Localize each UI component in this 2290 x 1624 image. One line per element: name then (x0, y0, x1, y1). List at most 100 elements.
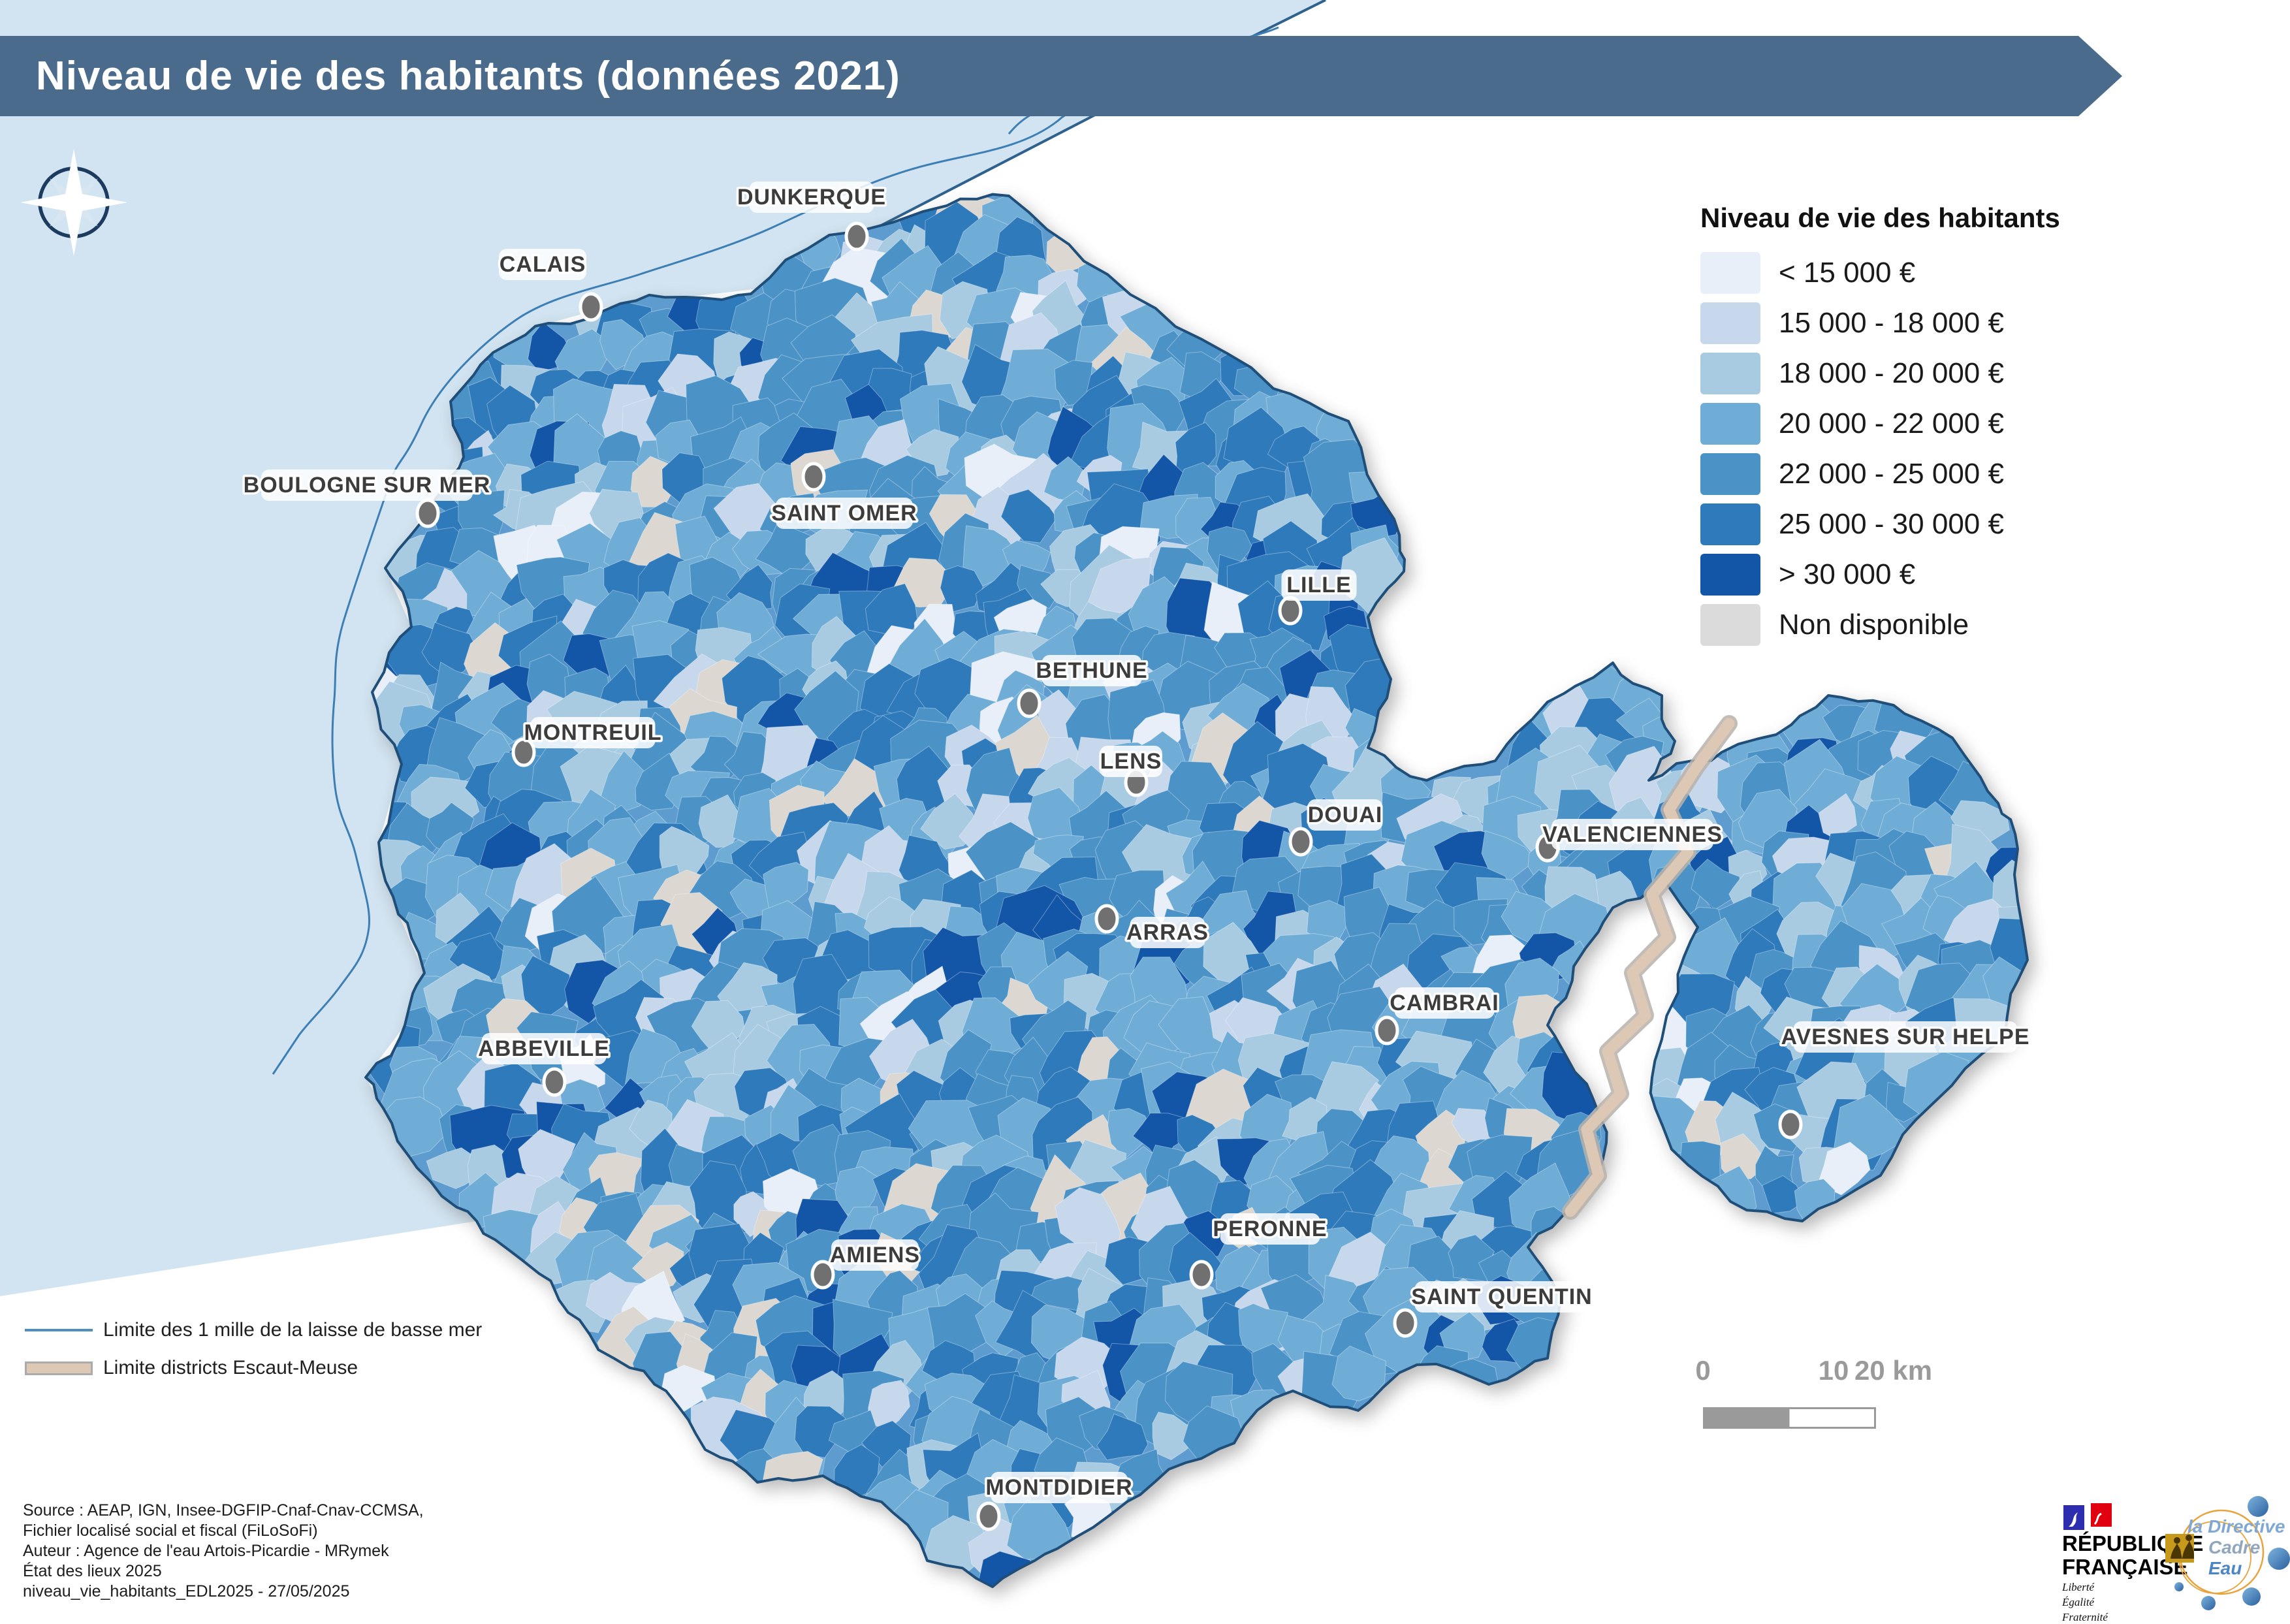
city-label: LENS (1100, 749, 1162, 774)
city-label: DOUAI (1308, 803, 1383, 827)
map-legend: Niveau de vie des habitants < 15 000 € 15… (1700, 202, 2197, 654)
city-label-halo (481, 1033, 607, 1064)
legend-class-row: 22 000 - 25 000 € (1700, 453, 2197, 495)
legend-class-row: 15 000 - 18 000 € (1700, 302, 2197, 344)
city-marker (1778, 1109, 1803, 1139)
legend-item-district-limit: Limite districts Escaut-Meuse (25, 1349, 547, 1387)
city-label-halo (499, 249, 586, 280)
city-montdidier: MONTDIDIER (976, 1472, 1134, 1531)
city-dunkerque: DUNKERQUE (735, 182, 888, 251)
scale-bar-graphic (1703, 1407, 1876, 1429)
city-label: AMIENS (830, 1243, 920, 1267)
legend-class-row: < 15 000 € (1700, 252, 2197, 294)
legend-class-label: 20 000 - 22 000 € (1779, 407, 2004, 439)
city-label: CAMBRAI (1390, 991, 1499, 1015)
city-marker (1189, 1260, 1214, 1290)
city-montreuil: MONTREUIL (511, 717, 663, 767)
city-label: AVESNES SUR HELPE (1781, 1025, 2029, 1049)
city-marker (844, 221, 869, 251)
legend-class-label: Non disponible (1779, 609, 1969, 641)
scale-label-10: 10 (1818, 1355, 1849, 1386)
city-marker (511, 737, 536, 767)
choropleth-communes (366, 194, 2028, 1587)
legend-class-swatch (1700, 604, 1760, 646)
legend-class-swatch (1700, 503, 1760, 545)
city-arras: ARRAS (1094, 904, 1210, 948)
rf-motto-egalite: Égalité (2062, 1596, 2095, 1608)
city-marker (579, 292, 603, 322)
city-bethune: BETHUNE (1017, 655, 1149, 718)
city-saint-omer: SAINT OMER (769, 462, 919, 529)
legend-class-swatch (1700, 453, 1760, 495)
city-label-halo (1220, 1213, 1320, 1245)
legend-class-swatch (1700, 353, 1760, 394)
city-label: ARRAS (1126, 920, 1209, 945)
legend-class-swatch (1700, 302, 1760, 344)
city-label: VALENCIENNES (1542, 822, 1723, 847)
scale-bar: 0 10 20 km (1678, 1355, 1952, 1433)
city-label: LILLE (1286, 573, 1351, 597)
legend-title: Niveau de vie des habitants (1700, 202, 2060, 233)
city-marker (1017, 688, 1042, 718)
legend-class-row: Non disponible (1700, 604, 2197, 646)
legend-class-swatch (1700, 252, 1760, 294)
legend-item-label: Limite districts Escaut-Meuse (103, 1357, 358, 1378)
city-peronne: PERONNE (1189, 1213, 1329, 1290)
source-line: Fichier localisé social et fiscal (FiLoS… (23, 1521, 318, 1540)
legend-class-row: 18 000 - 20 000 € (1700, 353, 2197, 394)
city-label: MONTDIDIER (985, 1475, 1132, 1500)
sea-area (0, 0, 1326, 1296)
legend-item-low-water-limit: Limite des 1 mille de la laisse de basse… (25, 1311, 547, 1349)
city-lens: LENS (1098, 746, 1164, 797)
directive-cadre-eau-logo: la Directive Cadre Eau (2165, 1496, 2290, 1610)
city-marker (1278, 596, 1303, 626)
city-abbeville: ABBEVILLE (476, 1033, 611, 1097)
source-line: Source : AEAP, IGN, Insee-DGFIP-Cnaf-Cna… (23, 1501, 424, 1520)
legend-class-row: 25 000 - 30 000 € (1700, 503, 2197, 545)
city-label-halo (749, 182, 874, 213)
city-label-halo (1281, 569, 1357, 601)
city-label-halo (261, 470, 473, 501)
city-douai: DOUAI (1288, 799, 1384, 857)
coastline-outline (364, 193, 2029, 1588)
city-label: BOULOGNE SUR MER (244, 473, 491, 498)
city-layer: DUNKERQUE CALAIS BOULOGNE SUR MER SAINT OME… (241, 182, 2031, 1531)
source-line: niveau_vie_habitants_EDL2025 - 27/05/202… (23, 1582, 350, 1600)
legend-class-label: < 15 000 € (1779, 257, 1916, 289)
rf-motto-liberte: Liberté (2062, 1581, 2095, 1593)
dce-logo-line2: Cadre (2208, 1537, 2260, 1557)
page-title: Niveau de vie des habitants (données 202… (36, 54, 900, 99)
city-label-halo (1551, 819, 1713, 850)
city-marker (1393, 1308, 1418, 1338)
city-marker (1288, 827, 1313, 857)
title-banner: Niveau de vie des habitants (données 202… (0, 36, 2122, 116)
city-label: MONTREUIL (524, 720, 661, 745)
city-label: DUNKERQUE (737, 185, 886, 210)
city-label: CALAIS (500, 252, 586, 277)
legend-class-row: 20 000 - 22 000 € (1700, 403, 2197, 445)
city-label: PERONNE (1213, 1217, 1327, 1241)
city-saint-quentin: SAINT QUENTIN (1393, 1281, 1594, 1338)
city-lille: LILLE (1278, 569, 1357, 626)
city-amiens: AMIENS (810, 1239, 922, 1290)
legend-item-label: Limite des 1 mille de la laisse de basse… (103, 1319, 483, 1341)
legend-class-label: 22 000 - 25 000 € (1779, 458, 2004, 490)
city-marker (542, 1067, 567, 1097)
city-marker (415, 498, 440, 528)
city-label-halo (1307, 799, 1383, 831)
line-legend: Limite des 1 mille de la laisse de basse… (25, 1311, 547, 1387)
city-label: SAINT QUENTIN (1411, 1284, 1592, 1309)
source-line: État des lieux 2025 (23, 1562, 162, 1580)
city-label-halo (1042, 655, 1142, 686)
source-line: Auteur : Agence de l'eau Artois-Picardie… (23, 1542, 389, 1560)
escaut-meuse-district-line (1562, 715, 1738, 1220)
city-label-halo (530, 717, 656, 748)
city-label-halo (991, 1472, 1128, 1503)
dce-logo-line1: la Directive (2187, 1516, 2285, 1536)
legend-class-swatch (1700, 403, 1760, 445)
city-label-halo (1100, 746, 1162, 777)
source-credits: Source : AEAP, IGN, Insee-DGFIP-Cnaf-Cna… (23, 1501, 424, 1602)
low-water-line-swatch (25, 1329, 93, 1331)
